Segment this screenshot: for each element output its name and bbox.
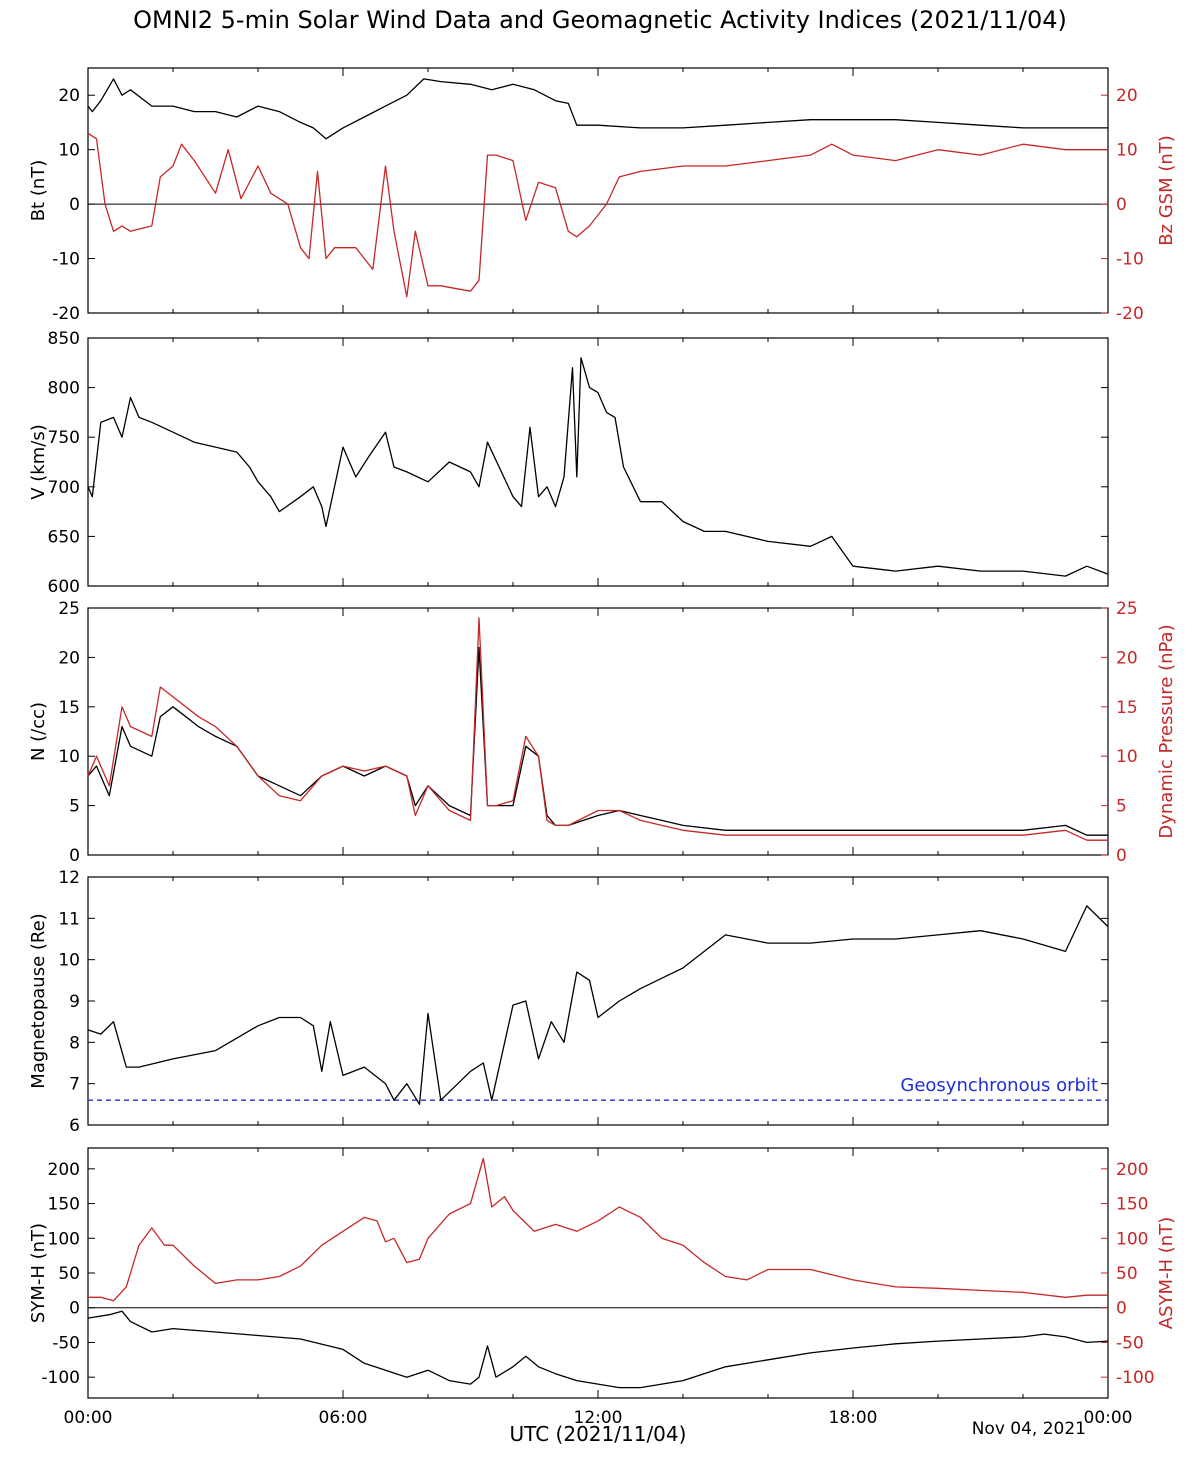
panel-3-frame: [87, 607, 1109, 856]
panel-3-series-1-line: [87, 646, 1108, 836]
x-tick-label: 00:00: [1084, 1408, 1133, 1428]
panel-1-frame: [87, 67, 1109, 314]
panel-2-y-tick-label: 850: [48, 329, 80, 349]
x-axis-label: UTC (2021/11/04): [510, 1422, 687, 1446]
panel-1-y-tick-label: -20: [52, 304, 80, 324]
panel-5-y-tick-label: 0: [69, 1299, 80, 1319]
figure-title: OMNI2 5-min Solar Wind Data and Geomagne…: [133, 6, 1067, 34]
panel-5-y-tick-label: 150: [48, 1195, 80, 1215]
x-tick-label: 00:00: [64, 1408, 113, 1428]
panel-4-y-tick-label: 12: [58, 868, 80, 888]
panel-1-y-axis-label: Bt (nT): [28, 160, 49, 222]
panel-5-y-axis-label: SYM-H (nT): [28, 1223, 49, 1323]
panel-1-y-tick-label: 10: [58, 141, 80, 161]
panel-2-y-tick-label: 600: [48, 577, 80, 597]
date-note: Nov 04, 2021: [972, 1419, 1086, 1439]
panel-5-frame: [87, 1147, 1109, 1399]
panel-2-y-tick-label: 750: [48, 428, 80, 448]
panel-4-y-tick-label: 6: [69, 1116, 80, 1136]
panel-3-y2-tick-label: 5: [1116, 797, 1127, 817]
panel-1-y2-tick-label: -10: [1116, 250, 1144, 270]
panel-1-y2-tick-label: 0: [1116, 195, 1127, 215]
panel-2-y-tick-label: 800: [48, 379, 80, 399]
panel-4-y-tick-label: 8: [69, 1033, 80, 1053]
panel-3-y-tick-label: 0: [69, 846, 80, 866]
panel-3-y-tick-label: 25: [58, 599, 80, 619]
panel-5-series-1-line: [87, 1310, 1109, 1389]
panel-5-y2-tick-label: 100: [1116, 1229, 1148, 1249]
panel-3-y2-tick-label: 15: [1116, 698, 1138, 718]
panel-1-series-1-line: [87, 78, 1108, 140]
panel-3-y2-tick-label: 20: [1116, 648, 1138, 668]
panel-5-y-tick-label: 50: [58, 1264, 80, 1284]
panel-4-y-tick-label: 9: [69, 992, 80, 1012]
panel-5-y-tick-label: -50: [52, 1333, 80, 1353]
panel-5-y2-tick-label: 50: [1116, 1264, 1138, 1284]
panel-1-y-tick-label: -10: [52, 250, 80, 270]
panel-5-y-tick-label: 100: [48, 1229, 80, 1249]
panel-1-y-tick-label: 0: [69, 195, 80, 215]
panel-4-y-axis-label: Magnetopause (Re): [28, 913, 49, 1088]
panel-5-series-2-line: [88, 1157, 1108, 1302]
panel-3-y2-tick-label: 0: [1116, 846, 1127, 866]
panel-1-y-tick-label: 20: [58, 86, 80, 106]
panel-1-y2-axis-label: Bz GSM (nT): [1156, 135, 1177, 246]
panel-5-y2-tick-label: 150: [1116, 1195, 1148, 1215]
panel-4-y-tick-label: 7: [69, 1075, 80, 1095]
panel-3-y-tick-label: 20: [58, 648, 80, 668]
panel-3-y-axis-label: N (/cc): [28, 702, 49, 761]
panel-4-series-1-line: [87, 905, 1109, 1105]
panel-1-y2-tick-label: 10: [1116, 141, 1138, 161]
panel-5-y2-tick-label: 200: [1116, 1160, 1148, 1180]
panel-5-y2-tick-label: -100: [1116, 1368, 1155, 1388]
panel-2-y-axis-label: V (km/s): [28, 424, 49, 499]
panel-5-y2-tick-label: -50: [1116, 1333, 1144, 1353]
panel-3-y2-tick-label: 10: [1116, 747, 1138, 767]
panel-4-y-tick-label: 11: [58, 909, 80, 929]
x-tick-label: 18:00: [829, 1408, 878, 1428]
x-tick-label: 06:00: [319, 1408, 368, 1428]
panel-3-y-tick-label: 10: [58, 747, 80, 767]
panel-2-frame: [87, 337, 1109, 587]
panel-5-y-tick-label: -100: [41, 1368, 80, 1388]
panel-5-y2-axis-label: ASYM-H (nT): [1156, 1217, 1177, 1329]
panel-2-y-tick-label: 650: [48, 527, 80, 547]
panel-2-y-tick-label: 700: [48, 478, 80, 498]
panel-2-series-1-line: [87, 357, 1109, 577]
panel-3-y2-tick-label: 25: [1116, 599, 1138, 619]
panel-4-y-tick-label: 10: [58, 951, 80, 971]
panel-1-y2-tick-label: 20: [1116, 86, 1138, 106]
panel-3-y-tick-label: 5: [69, 797, 80, 817]
panel-1-series-2-line: [87, 132, 1108, 298]
panel-3-y2-axis-label: Dynamic Pressure (nPa): [1156, 624, 1177, 838]
x-tick-label: 12:00: [574, 1408, 623, 1428]
panel-3-series-2-line: [87, 617, 1108, 841]
geosynchronous-orbit-label: Geosynchronous orbit: [900, 1075, 1098, 1096]
panel-5-y-tick-label: 200: [48, 1160, 80, 1180]
panel-1-y2-tick-label: -20: [1116, 304, 1144, 324]
panel-5-y2-tick-label: 0: [1116, 1299, 1127, 1319]
panel-3-y-tick-label: 15: [58, 698, 80, 718]
